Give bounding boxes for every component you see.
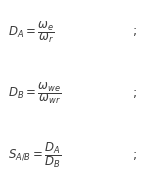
Text: ;: ; — [133, 25, 138, 38]
Text: ;: ; — [133, 87, 138, 100]
Text: $D_B = \dfrac{\omega_{we}}{\omega_{wr}}$: $D_B = \dfrac{\omega_{we}}{\omega_{wr}}$ — [8, 81, 61, 106]
Text: $S_{A/B} = \dfrac{D_A}{D_B}$: $S_{A/B} = \dfrac{D_A}{D_B}$ — [8, 140, 61, 170]
Text: $D_A = \dfrac{\omega_e}{\omega_r}$: $D_A = \dfrac{\omega_e}{\omega_r}$ — [8, 19, 54, 45]
Text: ;: ; — [133, 149, 138, 162]
